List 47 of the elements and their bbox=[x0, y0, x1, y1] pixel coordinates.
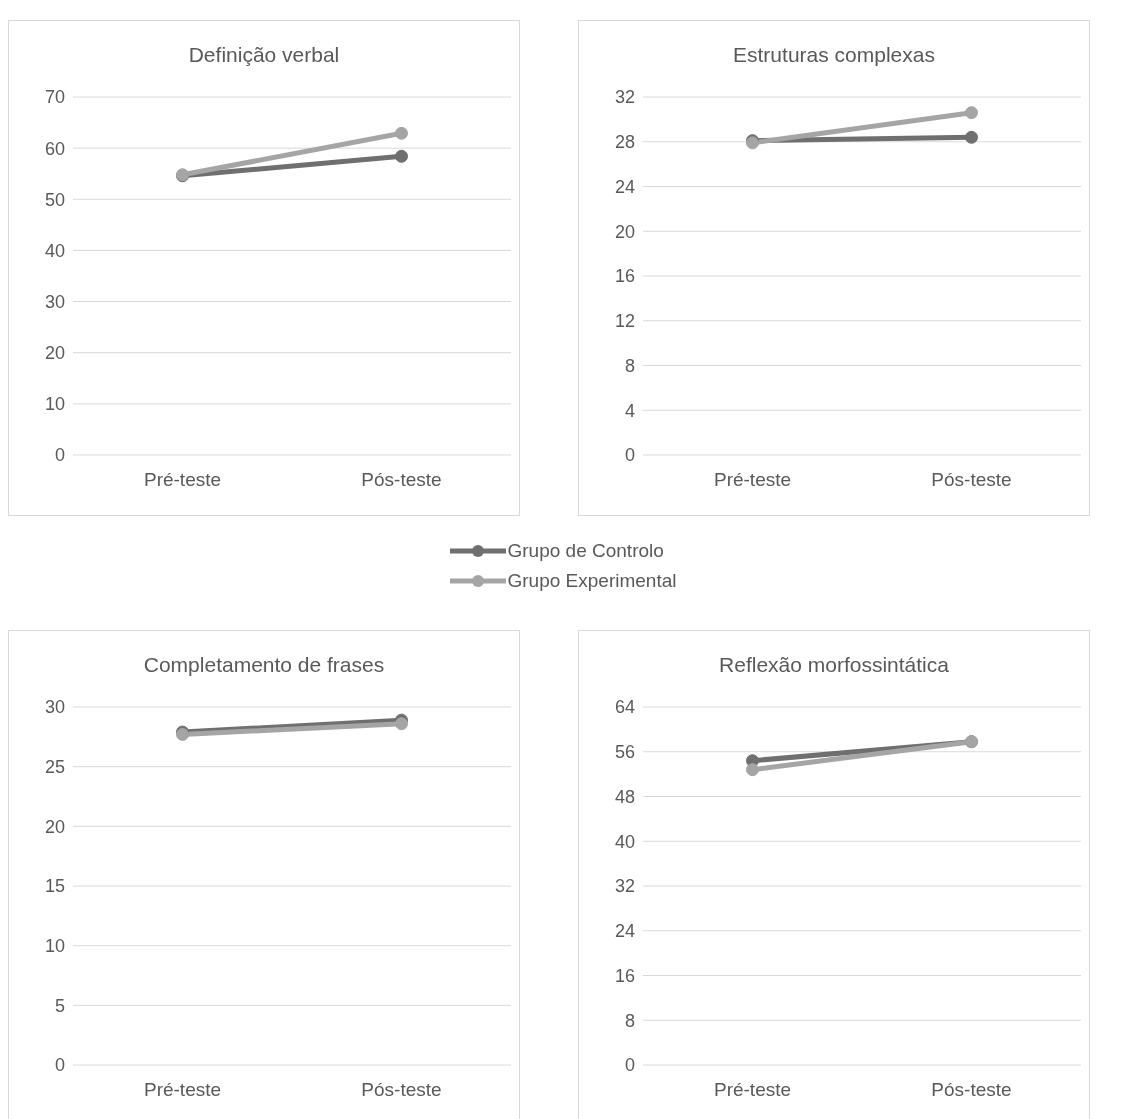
y-tick-label: 5 bbox=[54, 995, 65, 1016]
y-tick-label: 0 bbox=[54, 1055, 65, 1076]
y-tick-label: 15 bbox=[44, 876, 65, 897]
y-tick-label: 0 bbox=[54, 445, 65, 466]
y-tick-label: 0 bbox=[624, 445, 635, 466]
y-tick-label: 40 bbox=[44, 240, 65, 261]
x-tick-label: Pós-teste bbox=[361, 1079, 442, 1101]
y-tick-label: 32 bbox=[614, 87, 635, 108]
y-tick-label: 10 bbox=[44, 394, 65, 415]
y-tick-label: 60 bbox=[44, 138, 65, 159]
chart-title: Completamento de frases bbox=[142, 653, 386, 677]
y-tick-label: 20 bbox=[44, 816, 65, 837]
x-tick-label: Pós-teste bbox=[361, 469, 442, 491]
legend-label: Grupo Experimental bbox=[507, 570, 677, 592]
y-tick-label: 56 bbox=[614, 742, 635, 763]
y-tick-label: 8 bbox=[624, 1010, 635, 1031]
y-tick-label: 8 bbox=[624, 355, 635, 376]
x-tick-label: Pré-teste bbox=[713, 469, 792, 491]
y-tick-label: 70 bbox=[44, 87, 65, 108]
y-tick-label: 28 bbox=[614, 132, 635, 153]
x-tick-label: Pré-teste bbox=[143, 469, 222, 491]
y-tick-label: 32 bbox=[614, 876, 635, 897]
y-tick-label: 40 bbox=[614, 831, 635, 852]
x-tick-label: Pré-teste bbox=[143, 1079, 222, 1101]
y-tick-label: 64 bbox=[614, 697, 635, 718]
x-tick-label: Pré-teste bbox=[713, 1079, 792, 1101]
x-tick-label: Pós-teste bbox=[931, 469, 1012, 491]
y-tick-label: 20 bbox=[44, 343, 65, 364]
y-tick-label: 24 bbox=[614, 921, 635, 942]
y-tick-label: 0 bbox=[624, 1055, 635, 1076]
chart-title: Reflexão morfossintática bbox=[718, 653, 950, 677]
y-tick-label: 50 bbox=[44, 189, 65, 210]
y-tick-label: 48 bbox=[614, 786, 635, 807]
y-tick-label: 24 bbox=[614, 176, 635, 197]
x-tick-label: Pós-teste bbox=[931, 1079, 1012, 1101]
y-tick-label: 10 bbox=[44, 936, 65, 957]
y-tick-label: 4 bbox=[624, 400, 635, 421]
chart-title: Estruturas complexas bbox=[732, 43, 936, 67]
y-tick-label: 20 bbox=[614, 221, 635, 242]
chart-title: Definição verbal bbox=[187, 43, 341, 67]
y-tick-label: 30 bbox=[44, 697, 65, 718]
y-tick-label: 25 bbox=[44, 757, 65, 778]
y-tick-label: 30 bbox=[44, 291, 65, 312]
y-tick-label: 12 bbox=[614, 311, 635, 332]
legend-label: Grupo de Controlo bbox=[507, 540, 664, 562]
y-tick-label: 16 bbox=[614, 266, 635, 287]
y-tick-label: 16 bbox=[614, 965, 635, 986]
